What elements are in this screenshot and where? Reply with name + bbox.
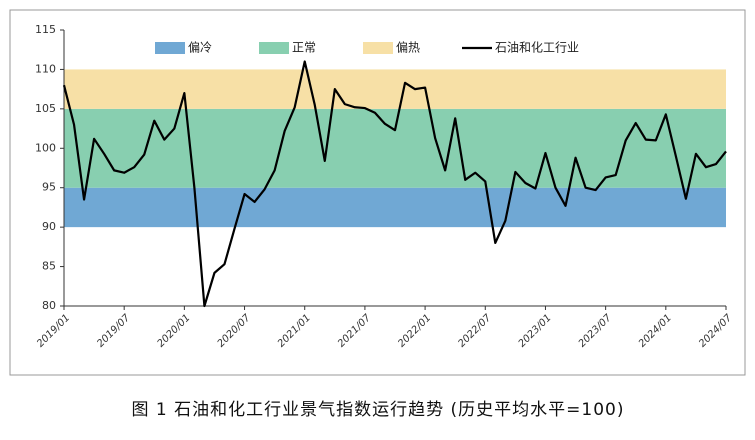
legend-swatch xyxy=(155,42,185,54)
y-tick-label: 105 xyxy=(35,102,56,115)
x-tick-label: 2021/01 xyxy=(276,312,313,349)
x-tick-label: 2020/01 xyxy=(155,312,192,349)
legend-label: 石油和化工行业 xyxy=(495,41,579,55)
data-line xyxy=(62,60,727,308)
x-tick-label: 2019/07 xyxy=(95,312,133,350)
legend-swatch xyxy=(259,42,289,54)
band xyxy=(64,187,726,228)
x-tick-label: 2022/01 xyxy=(396,312,433,349)
band xyxy=(64,108,726,188)
x-tick-label: 2023/01 xyxy=(517,312,554,349)
y-tick-label: 80 xyxy=(42,299,56,312)
x-tick-label: 2020/07 xyxy=(216,312,254,350)
band xyxy=(64,69,726,109)
legend-label: 偏热 xyxy=(396,40,420,55)
y-tick-label: 85 xyxy=(42,260,56,273)
x-tick-label: 2024/07 xyxy=(697,312,735,350)
y-tick-label: 90 xyxy=(42,220,56,233)
x-tick-label: 2022/07 xyxy=(456,312,494,350)
legend-label: 正常 xyxy=(292,41,316,55)
legend-swatch xyxy=(363,42,393,54)
caption: 图 1 石油和化工行业景气指数运行趋势 (历史平均水平=100) xyxy=(132,400,625,420)
x-tick-label: 2023/07 xyxy=(577,312,615,350)
y-tick-label: 100 xyxy=(35,141,56,154)
y-tick-label: 95 xyxy=(42,181,56,194)
x-tick-label: 2021/07 xyxy=(336,312,374,350)
legend-label: 偏冷 xyxy=(188,40,212,55)
y-tick-label: 110 xyxy=(35,62,56,75)
y-tick-label: 115 xyxy=(35,23,56,36)
x-tick-label: 2019/01 xyxy=(35,312,72,349)
x-tick-label: 2024/01 xyxy=(637,312,674,349)
chart-frame xyxy=(9,9,746,376)
